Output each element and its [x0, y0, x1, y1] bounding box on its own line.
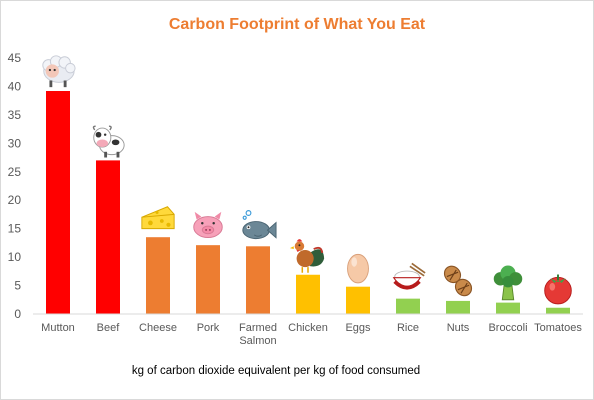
cheese-icon — [141, 206, 175, 230]
bar-eggs — [346, 286, 370, 314]
chart-title: Carbon Footprint of What You Eat — [169, 16, 426, 33]
x-tick-label-line: Tomatoes — [534, 322, 582, 334]
bar-beef — [96, 160, 120, 314]
x-tick-label-line: Chicken — [288, 322, 328, 334]
y-tick-label: 30 — [8, 136, 22, 150]
y-axis: 0 5 10 15 20 25 30 35 40 45 — [8, 51, 22, 321]
bars — [46, 90, 570, 315]
y-tick-label: 5 — [14, 279, 21, 293]
y-tick-label: 15 — [8, 222, 22, 236]
sheep-icon — [42, 55, 76, 88]
bar-broccoli — [496, 302, 520, 314]
x-tick-label-line: Cheese — [139, 322, 177, 334]
x-tick-label-line: Farmed — [239, 322, 277, 334]
y-tick-label: 35 — [8, 108, 22, 122]
y-tick-label: 20 — [8, 193, 22, 207]
bar-chicken — [296, 274, 320, 314]
pig-icon — [193, 211, 223, 238]
x-tick-label: Mutton — [41, 322, 75, 334]
x-axis-title: kg of carbon dioxide equivalent per kg o… — [132, 365, 420, 377]
peanut-icon — [440, 262, 476, 300]
icons — [42, 55, 573, 305]
x-tick-label: Farmed Salmon — [239, 322, 277, 347]
y-tick-label: 10 — [8, 250, 22, 264]
x-tick-label-line: Pork — [197, 322, 220, 334]
x-tick-label-line: Salmon — [239, 335, 276, 347]
x-tick-label-line: Broccoli — [488, 322, 527, 334]
x-tick-label-line: Eggs — [345, 322, 371, 334]
x-tick-label: Chicken — [288, 322, 328, 334]
bar-pork — [196, 245, 220, 314]
x-tick-label: Eggs — [345, 322, 371, 334]
x-tick-label: Pork — [197, 322, 220, 334]
x-tick-label: Cheese — [139, 322, 177, 334]
y-tick-label: 0 — [14, 307, 21, 321]
x-tick-label: Beef — [97, 322, 121, 334]
x-tick-label-line: Nuts — [447, 322, 470, 334]
x-tick-label: Broccoli — [488, 322, 527, 334]
rice-bowl-icon — [391, 261, 427, 290]
tomato-icon — [543, 273, 573, 305]
x-tick-label-line: Beef — [97, 322, 121, 334]
y-tick-label: 40 — [8, 79, 22, 93]
egg-icon — [347, 253, 369, 284]
bar-rice — [396, 298, 420, 314]
x-tick-label-line: Mutton — [41, 322, 75, 334]
y-tick-label: 45 — [8, 51, 22, 65]
bar-mutton — [46, 90, 70, 315]
bar-farmed-salmon — [246, 246, 270, 314]
bar-tomatoes — [546, 307, 570, 314]
x-tick-label-line: Rice — [397, 322, 419, 334]
cow-icon — [92, 125, 125, 159]
x-axis: Mutton Beef Cheese Pork Farmed Salmon Chicken E… — [33, 313, 583, 347]
x-tick-label: Nuts — [447, 322, 470, 334]
bar-nuts — [446, 300, 470, 314]
broccoli-icon — [493, 265, 523, 301]
x-tick-label: Rice — [397, 322, 419, 334]
rooster-icon — [289, 238, 326, 274]
bar-cheese — [146, 237, 170, 314]
y-tick-label: 25 — [8, 165, 22, 179]
x-tick-label: Tomatoes — [534, 322, 582, 334]
fish-icon — [242, 210, 277, 240]
